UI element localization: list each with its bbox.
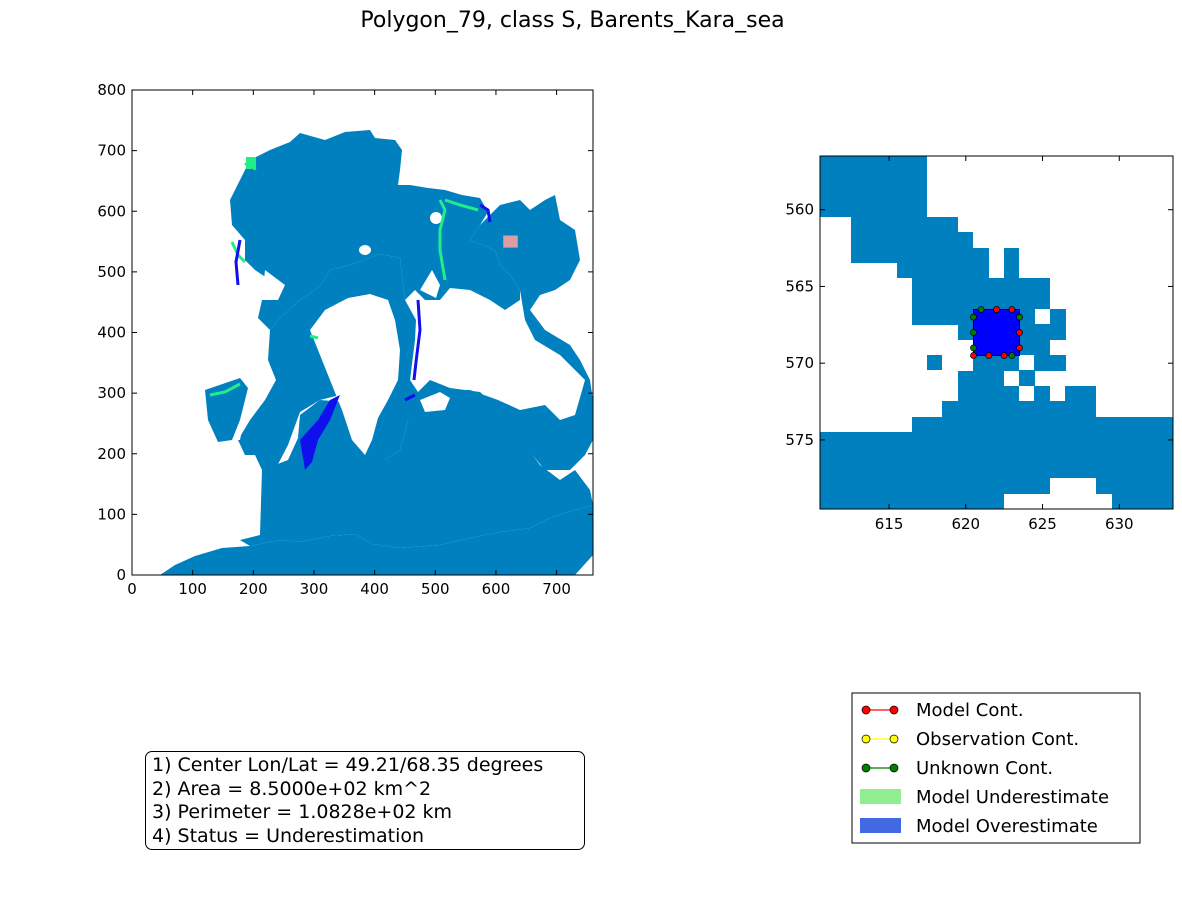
legend-label: Unknown Cont. xyxy=(916,758,1053,779)
x-tick-label: 615 xyxy=(875,515,904,533)
land-region xyxy=(359,245,371,255)
land-region xyxy=(262,270,285,300)
overview-map-area xyxy=(160,130,593,575)
overestimate-strip xyxy=(412,299,422,381)
x-tick-label: 100 xyxy=(178,580,207,598)
legend-label: Observation Cont. xyxy=(916,729,1079,750)
y-tick-label: 100 xyxy=(97,505,126,523)
land-region xyxy=(430,212,442,224)
unknown-contour-marker xyxy=(970,313,977,321)
unknown-contour-marker xyxy=(970,329,977,336)
legend-marker xyxy=(889,734,899,744)
ocean-region xyxy=(230,130,520,330)
info-line-area: 2) Area = 8.5000e+02 km^2 xyxy=(152,777,432,800)
x-tick-label: 700 xyxy=(542,580,571,598)
land-region xyxy=(420,392,450,412)
legend: Model Cont. Observation Cont. Unknown Cont… xyxy=(851,692,1141,844)
underestimate-strip xyxy=(209,382,241,397)
legend-label: Model Overestimate xyxy=(916,816,1098,837)
model-contour-marker xyxy=(1008,306,1016,313)
ocean-cell xyxy=(927,355,942,370)
legend-marker xyxy=(861,734,871,744)
underestimate-strip xyxy=(309,334,319,340)
legend-label: Model Cont. xyxy=(916,700,1024,721)
overestimate-strip xyxy=(234,239,242,286)
x-tick-label: 300 xyxy=(300,580,329,598)
unknown-contour-marker xyxy=(1016,313,1023,321)
legend-label: Model Underestimate xyxy=(916,787,1109,808)
model-contour-marker xyxy=(1016,344,1023,352)
info-box: 1) Center Lon/Lat = 49.21/68.35 degrees … xyxy=(145,751,585,850)
y-tick-label: 200 xyxy=(97,445,126,463)
polygon-fill xyxy=(972,308,1021,357)
y-tick-label: 300 xyxy=(97,384,126,402)
y-tick-label: 400 xyxy=(97,324,126,342)
ocean-region xyxy=(238,195,593,470)
underestimate-strip xyxy=(438,199,447,281)
unknown-contour-marker xyxy=(1008,352,1016,359)
info-line-perimeter: 3) Perimeter = 1.0828e+02 km xyxy=(152,801,453,823)
polygon-highlight-box xyxy=(503,235,518,248)
model-contour-marker xyxy=(970,352,977,359)
x-tick-label: 500 xyxy=(421,580,450,598)
chart-title: Polygon_79, class S, Barents_Kara_sea xyxy=(360,8,785,33)
legend-patch-swatch xyxy=(860,818,901,833)
legend-marker xyxy=(889,763,899,773)
y-tick-label: 570 xyxy=(785,354,814,372)
unknown-contour-marker xyxy=(977,306,985,313)
overestimate-strip xyxy=(404,393,416,402)
model-contour-marker xyxy=(993,306,1000,313)
legend-marker xyxy=(861,763,871,773)
underestimate-patch xyxy=(246,157,256,169)
land-cell xyxy=(1035,371,1066,386)
overestimate-strip xyxy=(300,395,340,470)
x-tick-label: 630 xyxy=(1105,515,1134,533)
y-tick-label: 700 xyxy=(97,142,126,160)
legend-marker xyxy=(861,705,871,715)
info-line-status: 4) Status = Underestimation xyxy=(152,824,425,847)
y-tick-label: 800 xyxy=(97,81,126,99)
y-tick-label: 600 xyxy=(97,202,126,220)
land-cell xyxy=(1019,386,1034,401)
underestimate-strip xyxy=(444,198,479,212)
ocean-cell xyxy=(1004,248,1019,278)
zoom-map: 615 620 625 630 560 565 570 575 xyxy=(785,155,1174,533)
x-tick-label: 625 xyxy=(1028,515,1057,533)
overview-map: 0 100 200 300 400 500 600 700 0 100 200 300 400 500 60… xyxy=(97,81,594,598)
unknown-contour-marker xyxy=(970,344,977,352)
y-tick-label: 500 xyxy=(97,263,126,281)
y-tick-label: 575 xyxy=(785,431,814,449)
land-cell xyxy=(1035,309,1050,324)
model-contour-marker xyxy=(985,352,993,359)
x-tick-label: 620 xyxy=(951,515,980,533)
overestimate-strip xyxy=(479,203,492,223)
ocean-region xyxy=(160,505,593,575)
y-tick-label: 0 xyxy=(116,566,126,584)
info-line-center: 1) Center Lon/Lat = 49.21/68.35 degrees xyxy=(152,754,544,776)
y-tick-label: 565 xyxy=(785,277,814,295)
land-region xyxy=(310,294,400,455)
legend-marker xyxy=(889,705,899,715)
model-contour-marker xyxy=(1016,329,1023,336)
zoom-map-frame xyxy=(819,155,1174,510)
land-region xyxy=(420,270,440,298)
model-contour-marker xyxy=(1000,352,1008,359)
x-tick-label: 0 xyxy=(127,580,137,598)
x-tick-label: 600 xyxy=(482,580,511,598)
y-tick-label: 560 xyxy=(785,201,814,219)
land-cell xyxy=(1004,371,1019,386)
legend-patch-swatch xyxy=(860,789,901,804)
x-tick-label: 200 xyxy=(239,580,268,598)
ocean-region xyxy=(205,378,248,442)
x-tick-label: 400 xyxy=(360,580,389,598)
land-cell xyxy=(1019,355,1034,370)
land-cell xyxy=(1050,386,1065,401)
land-cell xyxy=(989,248,1004,278)
